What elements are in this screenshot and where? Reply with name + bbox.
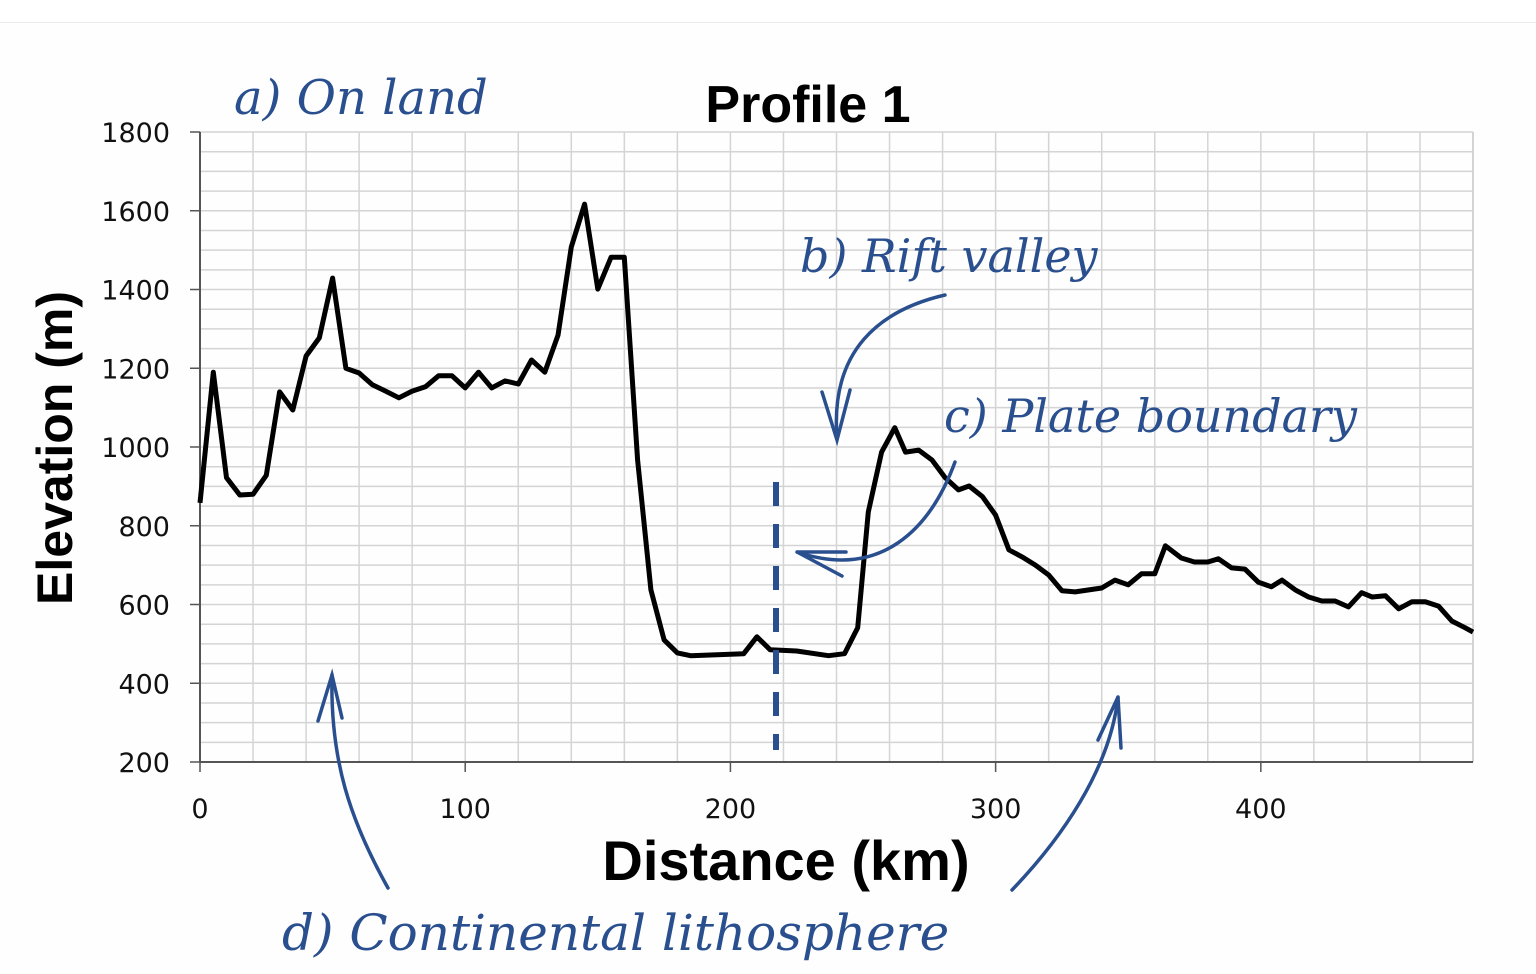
x-tick-label: 400: [1235, 794, 1287, 825]
y-tick-labels: 200 400 600 800 1000 1200 1400 1600 1800: [101, 118, 200, 779]
y-tick-label: 1800: [101, 118, 170, 149]
y-tick-label: 1600: [101, 197, 170, 228]
y-tick-label: 400: [118, 669, 170, 700]
y-tick-label: 600: [118, 591, 170, 622]
x-tick-labels: 0 100 200 300 400: [191, 762, 1287, 825]
y-tick-label: 1200: [101, 354, 170, 385]
x-tick-label: 200: [705, 794, 757, 825]
annotation-arrows: [316, 293, 1123, 892]
y-axis-title: Elevation (m): [27, 291, 83, 605]
plate-boundary-arrow-icon: [795, 460, 957, 562]
annotation-continental-lithosphere: d) Continental lithosphere: [282, 904, 949, 962]
x-axis-title: Distance (km): [602, 829, 969, 892]
chart-title: Profile 1: [705, 76, 910, 134]
y-tick-label: 1000: [101, 433, 170, 464]
top-bar: [0, 0, 1536, 23]
y-tick-label: 200: [118, 748, 170, 779]
lithosphere-arrow-left-icon: [330, 673, 390, 890]
annotation-plate-boundary: c) Plate boundary: [944, 389, 1358, 443]
x-tick-label: 100: [439, 794, 491, 825]
rift-valley-arrow-icon: [834, 293, 947, 440]
annotation-on-land: a) On land: [234, 70, 488, 126]
y-tick-label: 800: [118, 512, 170, 543]
y-tick-label: 1400: [101, 276, 170, 307]
x-tick-label: 0: [191, 794, 208, 825]
elevation-line: [197, 201, 1475, 659]
x-tick-label: 300: [970, 794, 1022, 825]
annotation-rift-valley: b) Rift valley: [800, 229, 1099, 283]
lithosphere-arrow-right-icon: [1010, 695, 1120, 892]
plot-grid: [199, 131, 1474, 763]
